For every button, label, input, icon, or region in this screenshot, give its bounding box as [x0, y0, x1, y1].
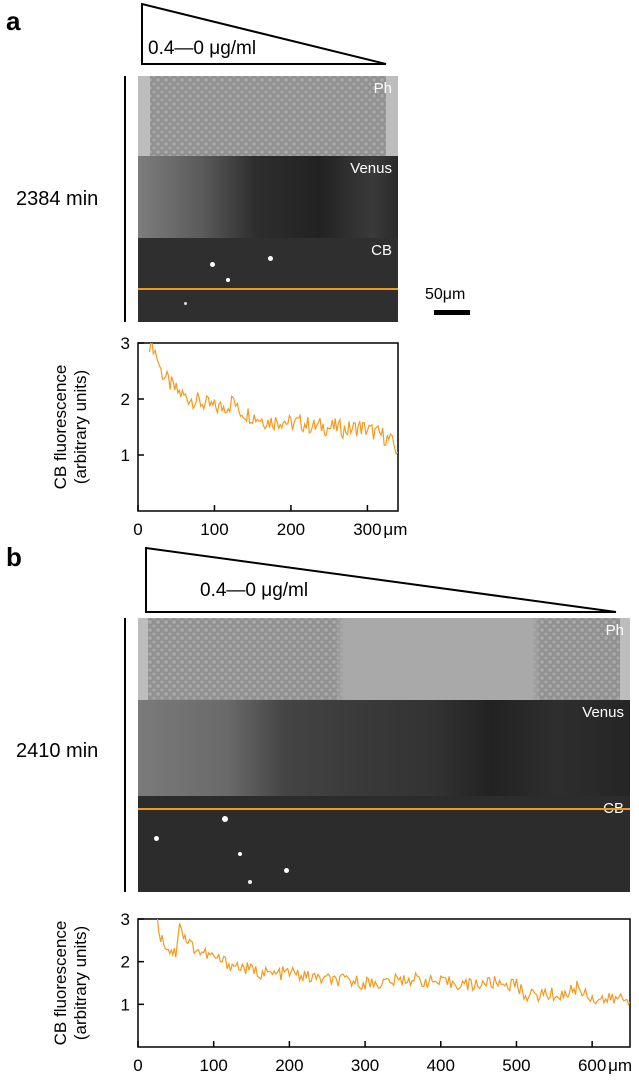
x-tick-label: 0 — [133, 1056, 142, 1075]
cb-band-a: CB — [138, 238, 398, 322]
y-axis-label-line1: CB fluorescence — [51, 921, 70, 1046]
y-axis-label-line2: (arbitrary units) — [71, 370, 90, 484]
x-tick-label: 0 — [133, 520, 142, 539]
scale-bar-label: 50μm — [425, 286, 466, 303]
scale-bar — [434, 310, 470, 315]
x-tick-label: 300 — [353, 520, 381, 539]
venus-band-a: Venus — [138, 156, 398, 238]
time-label-b: 2410 min — [16, 740, 99, 762]
venus-band-b: Venus — [138, 700, 630, 796]
x-tick-label: 500 — [502, 1056, 530, 1075]
micrograph-b: Ph Venus CB — [138, 618, 630, 892]
panel-a-letter: a — [6, 6, 21, 36]
ph-label-a: Ph — [373, 80, 392, 97]
orange-profile-line-b — [138, 808, 630, 810]
plot-frame — [137, 918, 631, 1048]
chart-a: 1 2 3 0 100 200 300 μm CB fluorescence (arbitrary… — [51, 334, 407, 539]
orange-profile-line-a — [138, 288, 398, 290]
ph-label-b: Ph — [605, 622, 624, 639]
gradient-triangle-b — [145, 546, 617, 613]
x-tick-label: 200 — [275, 1056, 303, 1075]
time-bracket-b — [124, 618, 126, 892]
micrograph-a: Ph Venus CB — [138, 76, 398, 322]
x-tick-label: 200 — [277, 520, 305, 539]
y-axis-label-line2: (arbitrary units) — [71, 926, 90, 1040]
y-tick-label: 3 — [121, 910, 130, 929]
y-tick-label: 1 — [121, 995, 130, 1014]
y-tick-label: 2 — [121, 390, 130, 409]
y-tick-label: 2 — [121, 953, 130, 972]
y-tick-label: 1 — [121, 446, 130, 465]
gradient-label-a: 0.4—0 μg/ml — [148, 38, 257, 59]
cb-fluorescence-line — [156, 919, 630, 1006]
cb-band-b: CB — [138, 796, 630, 892]
cb-fluorescence-line — [148, 343, 398, 455]
gradient-triangle-a — [141, 2, 387, 65]
gradient-label-b: 0.4—0 μg/ml — [200, 580, 309, 601]
x-tick-label: 400 — [427, 1056, 455, 1075]
x-unit-label: μm — [608, 1056, 632, 1075]
y-tick-label: 3 — [121, 334, 130, 353]
x-tick-label: 600 — [578, 1056, 606, 1075]
ph-band-b: Ph — [138, 618, 630, 700]
x-unit-label: μm — [383, 520, 407, 539]
time-bracket-a — [124, 76, 126, 322]
chart-b: 1 2 3 0 100 200 300 400 500 600 μm CB fluorescence(… — [51, 910, 632, 1075]
plot-frame — [137, 342, 399, 512]
x-tick-label: 300 — [351, 1056, 379, 1075]
venus-label-a: Venus — [350, 160, 392, 177]
y-axis-label-line1: CB fluorescence — [51, 365, 70, 490]
time-label-a: 2384 min — [16, 188, 99, 210]
cb-label-a: CB — [371, 242, 392, 259]
x-tick-label: 100 — [200, 520, 228, 539]
panel-b-letter: b — [6, 542, 22, 572]
x-tick-label: 100 — [200, 1056, 228, 1075]
venus-label-b: Venus — [582, 704, 624, 721]
ph-band-a: Ph — [138, 76, 398, 156]
